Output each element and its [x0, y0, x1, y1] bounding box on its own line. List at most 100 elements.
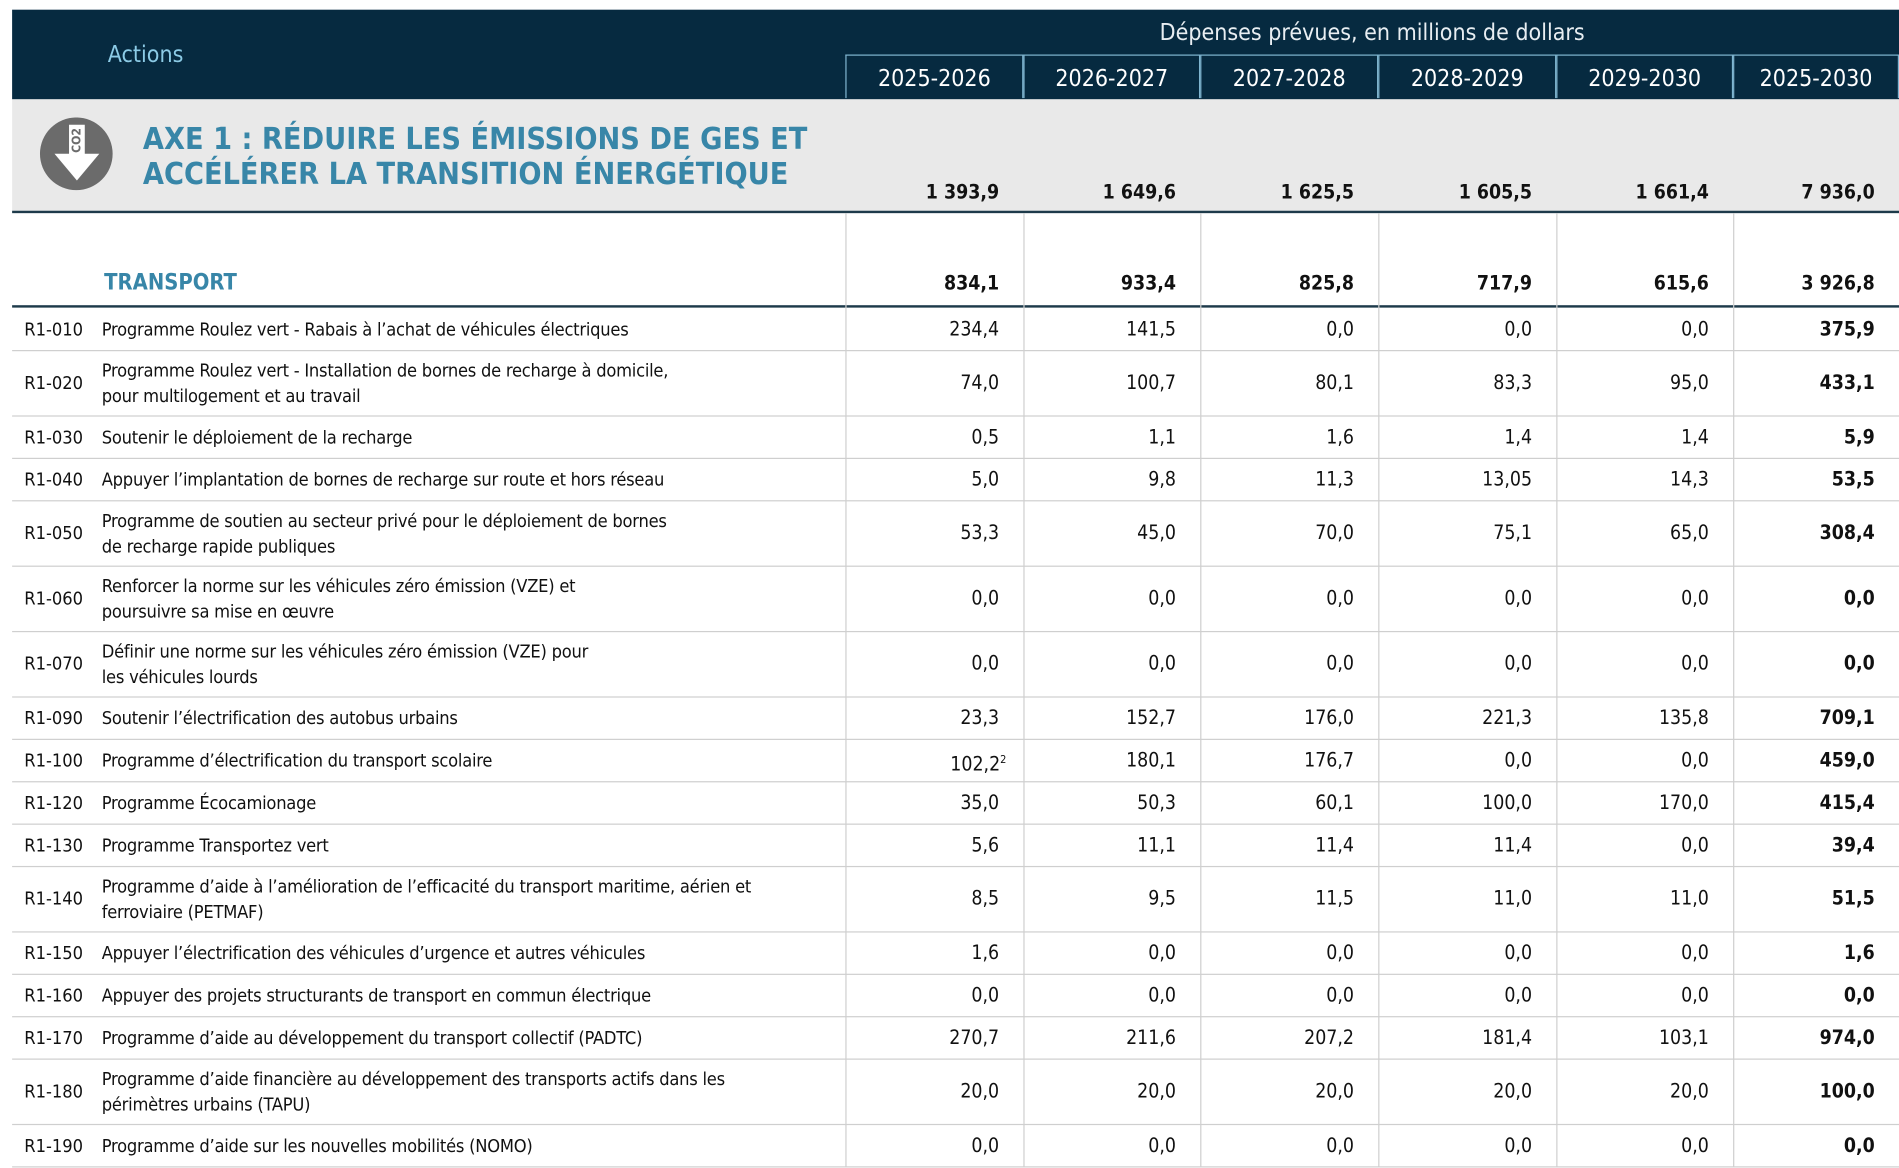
row-value: 0,0: [1681, 982, 1709, 1006]
year-header: 2029-2030: [1556, 54, 1734, 99]
row-rule: [12, 565, 1899, 567]
row-value: 103,1: [1658, 1025, 1709, 1049]
row-value: 11,3: [1315, 466, 1355, 490]
axe-title-line: AXE 1 : RÉDUIRE LES ÉMISSIONS DE GES ET: [142, 121, 808, 157]
row-value: 20,0: [1137, 1079, 1176, 1103]
header-band: [12, 9, 1899, 100]
row-code: R1-150: [24, 941, 84, 964]
section-total: 834,1: [944, 271, 1000, 295]
row-value: 11,0: [1493, 886, 1533, 910]
row-value: 0,0: [971, 982, 1000, 1006]
row-value: 8,5: [971, 886, 1000, 910]
row-code: R1-140: [24, 887, 84, 910]
row-value: 5,6: [971, 832, 1000, 856]
row-value: 0,0: [1326, 1132, 1355, 1156]
row-value: 0,0: [1148, 1132, 1176, 1156]
row-total: 1,6: [1843, 940, 1875, 964]
icon-label: CO2: [69, 128, 83, 153]
axe-total: 7 936,0: [1801, 180, 1875, 204]
row-value: 0,0: [1681, 1132, 1709, 1156]
row-total: 375,9: [1819, 316, 1875, 340]
row-value: 211,6: [1126, 1025, 1176, 1049]
row-total: 5,9: [1843, 424, 1875, 448]
row-total: 0,0: [1843, 651, 1875, 675]
row-value: 0,0: [1681, 586, 1709, 610]
row-value: 0,0: [971, 1132, 1000, 1156]
row-label: Appuyer l’implantation de bornes de rech…: [101, 468, 665, 490]
row-label: Programme d’aide sur les nouvelles mobil…: [101, 1134, 533, 1156]
row-value: 80,1: [1315, 370, 1355, 394]
co2-icon: CO2: [39, 117, 113, 191]
row-total: 709,1: [1819, 705, 1875, 729]
row-value: 75,1: [1493, 520, 1533, 544]
row-total: 0,0: [1843, 586, 1875, 610]
row-value: 5,0: [971, 466, 1000, 490]
row-value: 20,0: [1670, 1079, 1709, 1103]
row-total: 433,1: [1819, 370, 1875, 394]
section-total: 825,8: [1298, 271, 1355, 295]
row-label: Programme Écocamionage: [101, 791, 317, 814]
column-line: [1556, 213, 1558, 1168]
row-total: 0,0: [1843, 982, 1875, 1006]
row-value: 176,0: [1304, 705, 1355, 729]
row-value: 83,3: [1493, 370, 1533, 394]
row-label: Soutenir l’électrification des autobus u…: [101, 706, 458, 729]
row-value: 0,0: [1681, 940, 1709, 964]
row-value: 0,0: [1504, 940, 1533, 964]
row-value: 1,4: [1504, 424, 1533, 448]
row-rule: [12, 781, 1899, 783]
row-value: 1,4: [1681, 424, 1709, 448]
row-value: 45,0: [1137, 520, 1176, 544]
row-total: 459,0: [1819, 747, 1875, 771]
row-rule: [12, 630, 1899, 633]
row-rule: [12, 865, 1899, 868]
row-label: ferroviaire (PETMAF): [101, 901, 264, 923]
row-value: 53,3: [960, 520, 1000, 544]
row-value: 0,0: [1681, 651, 1709, 675]
column-line: [1023, 213, 1025, 1168]
section-total: 717,9: [1476, 271, 1533, 295]
row-code: R1-020: [24, 371, 84, 394]
row-code: R1-010: [24, 317, 84, 340]
axe-total: 1 605,5: [1458, 180, 1533, 204]
row-value: 0,5: [971, 424, 1000, 448]
row-value: 0,0: [1681, 832, 1709, 856]
column-line: [845, 213, 847, 1168]
column-line: [1733, 213, 1735, 1168]
row-label: Soutenir le déploiement de la recharge: [101, 425, 413, 448]
row-value: 170,0: [1658, 790, 1709, 814]
row-label: poursuivre sa mise en œuvre: [101, 600, 334, 623]
actions-header: Actions: [107, 41, 184, 68]
column-line: [1200, 213, 1202, 1168]
row-rule: [12, 738, 1899, 740]
row-label: Programme d’aide au développement du tra…: [101, 1026, 643, 1049]
row-value: 95,0: [1670, 370, 1709, 394]
row-value: 11,4: [1493, 832, 1533, 856]
axe-total: 1 625,5: [1280, 180, 1355, 204]
row-label: Renforcer la norme sur les véhicules zér…: [101, 575, 576, 598]
row-code: R1-170: [24, 1026, 84, 1049]
row-value: 176,7: [1304, 747, 1355, 771]
row-label: Programme d’aide à l’amélioration de l’e…: [101, 875, 752, 898]
row-label: Appuyer l’électrification des véhicules …: [101, 941, 646, 964]
row-value: 221,3: [1482, 705, 1533, 729]
axe-title: AXE 1 : RÉDUIRE LES ÉMISSIONS DE GES ET …: [143, 121, 807, 191]
row-total: 39,4: [1831, 832, 1875, 856]
spend-title: Dépenses prévues, en millions de dollars: [1159, 19, 1585, 47]
row-rule: [12, 350, 1899, 352]
year-header: 2027-2028: [1200, 54, 1379, 99]
row-value: 0,0: [1326, 316, 1355, 340]
row-value: 0,0: [1504, 316, 1533, 340]
row-value: 0,0: [1504, 747, 1533, 771]
row-rule: [12, 457, 1899, 460]
row-value: 65,0: [1670, 520, 1709, 544]
row-value: 0,0: [1148, 982, 1176, 1006]
section-total: 3 926,8: [1801, 271, 1875, 295]
row-value: 11,5: [1315, 886, 1355, 910]
row-label: Programme Roulez vert - Rabais à l’achat…: [101, 317, 629, 340]
row-code: R1-050: [24, 521, 84, 544]
row-value: 1,1: [1148, 424, 1176, 448]
section-title: TRANSPORT: [104, 270, 237, 296]
row-code: R1-120: [24, 791, 84, 814]
axe-title-line: ACCÉLÉRER LA TRANSITION ÉNERGÉTIQUE: [142, 156, 789, 192]
